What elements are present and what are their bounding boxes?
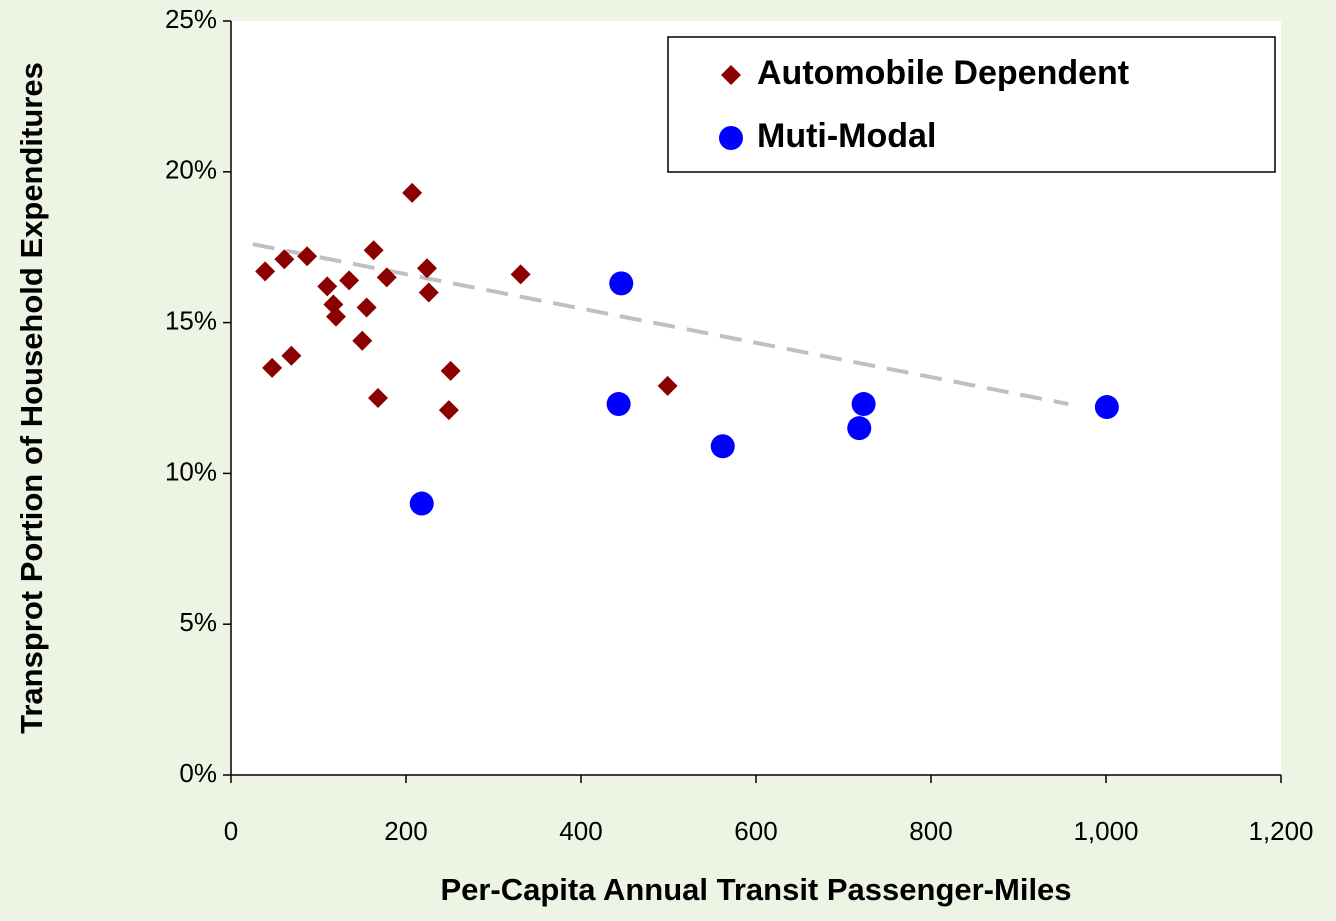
y-tick-label: 25%: [165, 4, 217, 34]
point: [402, 182, 423, 203]
point: [368, 388, 388, 408]
point: [510, 264, 531, 285]
y-tick-label: 0%: [179, 758, 217, 788]
x-tick-label: 600: [734, 816, 777, 846]
point: [609, 271, 634, 296]
point: [1094, 395, 1119, 420]
x-axis-title: Per-Capita Annual Transit Passenger-Mile…: [440, 872, 1071, 907]
point: [418, 282, 439, 303]
point: [363, 240, 384, 261]
legend-marker: [719, 126, 743, 150]
point: [409, 491, 434, 516]
point: [440, 360, 461, 381]
x-tick-label: 800: [909, 816, 952, 846]
point: [262, 357, 283, 378]
point: [326, 306, 346, 327]
legend-marker: [721, 65, 741, 85]
point: [281, 345, 302, 366]
y-axis-title: Transprot Portion of Household Expenditu…: [14, 62, 49, 734]
point: [376, 267, 397, 288]
x-tick-label: 0: [224, 816, 238, 846]
x-tick-label: 400: [559, 816, 602, 846]
point: [438, 400, 459, 421]
legend-label: Muti-Modal: [757, 117, 936, 155]
point: [274, 249, 295, 270]
point: [297, 246, 318, 267]
y-tick-label: 15%: [165, 305, 217, 335]
x-tick-label: 200: [384, 816, 427, 846]
legend-label: Automobile Dependent: [757, 54, 1129, 92]
point: [317, 276, 338, 297]
y-tick-label: 20%: [165, 155, 217, 185]
point: [255, 261, 276, 282]
point: [606, 392, 631, 417]
point: [339, 270, 360, 291]
point: [710, 434, 735, 459]
y-tick-label: 10%: [165, 456, 217, 486]
point: [851, 392, 876, 417]
x-tick-label: 1,000: [1073, 816, 1138, 846]
point: [657, 375, 678, 396]
x-tick-label: 1,200: [1248, 816, 1313, 846]
point: [352, 330, 373, 351]
y-tick-label: 5%: [179, 607, 217, 637]
point: [417, 258, 437, 279]
point: [847, 416, 872, 441]
legend: [667, 36, 1276, 173]
point: [356, 297, 377, 318]
